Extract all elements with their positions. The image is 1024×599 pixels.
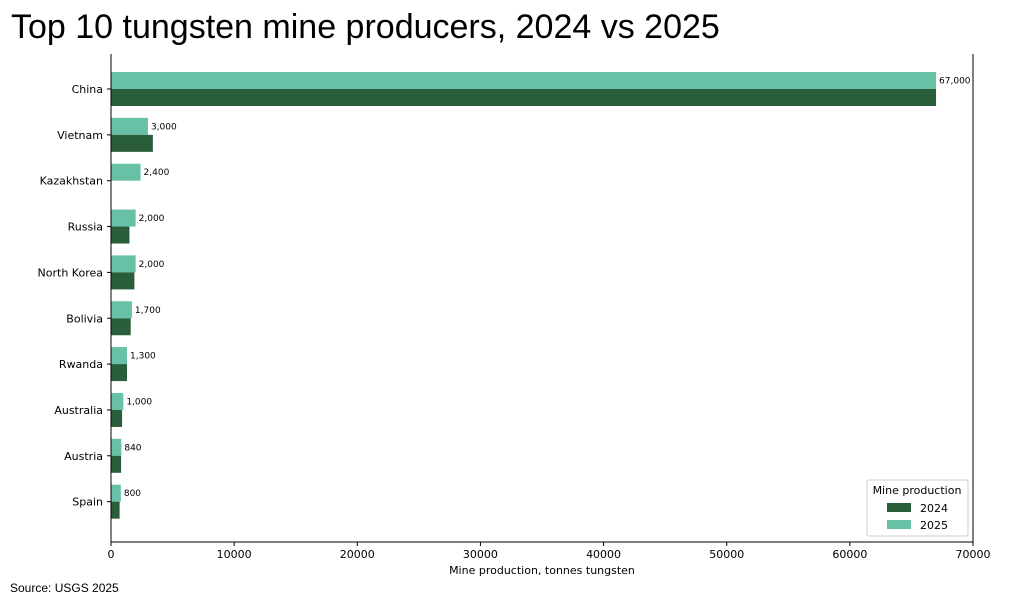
y-tick-label-china: China — [72, 83, 103, 96]
chart-title: Top 10 tungsten mine producers, 2024 vs … — [11, 8, 720, 46]
y-tick-label-rwanda: Rwanda — [59, 358, 103, 371]
y-tick-label-russia: Russia — [68, 221, 103, 234]
bar-2025-china — [111, 72, 937, 89]
y-tick-label-austria: Austria — [64, 450, 103, 463]
bar-2025-kazakhstan — [111, 163, 141, 181]
legend-label-2024: 2024 — [920, 502, 948, 515]
bar-2024-north-korea — [111, 272, 135, 290]
x-tick-label: 10000 — [217, 548, 252, 561]
bar-2024-vietnam — [111, 134, 153, 152]
bar-2024-spain — [111, 501, 120, 519]
data-label-2025-vietnam: 3,000 — [151, 122, 177, 132]
x-tick-label: 70000 — [956, 548, 991, 561]
y-tick-label-kazakhstan: Kazakhstan — [40, 175, 103, 188]
bar-2025-north-korea — [111, 255, 136, 273]
bar-2024-australia — [111, 409, 123, 427]
bar-2025-russia — [111, 209, 136, 227]
x-tick-label: 40000 — [586, 548, 621, 561]
legend-title: Mine production — [873, 484, 962, 497]
bar-2025-bolivia — [111, 301, 132, 319]
x-tick-label: 30000 — [463, 548, 498, 561]
bar-2025-australia — [111, 392, 124, 410]
x-tick-label: 20000 — [340, 548, 375, 561]
x-tick-label: 0 — [108, 548, 115, 561]
x-tick-label: 50000 — [709, 548, 744, 561]
bar-2025-spain — [111, 484, 121, 502]
legend-swatch-2024 — [887, 503, 911, 512]
bar-2024-china — [111, 89, 937, 106]
source-note: Source: USGS 2025 — [10, 581, 119, 595]
data-label-2025-spain: 800 — [124, 489, 141, 499]
bar-2024-austria — [111, 455, 122, 473]
legend-swatch-2025 — [887, 520, 911, 529]
bar-2024-russia — [111, 226, 130, 244]
legend-label-2025: 2025 — [920, 519, 948, 532]
bar-2025-rwanda — [111, 347, 128, 365]
data-label-2025-north-korea: 2,000 — [139, 260, 165, 270]
data-label-2025-austria: 840 — [124, 443, 141, 453]
y-tick-label-north-korea: North Korea — [38, 266, 103, 279]
y-tick-label-spain: Spain — [72, 496, 103, 509]
legend: Mine production 2024 2025 — [866, 479, 969, 537]
data-label-2025-china: 67,000 — [939, 77, 971, 87]
data-label-2025-bolivia: 1,700 — [135, 306, 161, 316]
data-label-2025-australia: 1,000 — [126, 397, 152, 407]
x-tick-label: 60000 — [832, 548, 867, 561]
y-tick-label-vietnam: Vietnam — [57, 129, 103, 142]
data-label-2025-kazakhstan: 2,400 — [144, 168, 170, 178]
bar-2024-bolivia — [111, 318, 131, 336]
y-tick-label-bolivia: Bolivia — [66, 312, 103, 325]
bar-2025-austria — [111, 438, 122, 456]
bar-2024-rwanda — [111, 364, 128, 382]
x-axis-label: Mine production, tonnes tungsten — [449, 564, 635, 577]
data-label-2025-russia: 2,000 — [139, 214, 165, 224]
bar-2025-vietnam — [111, 117, 148, 135]
data-label-2025-rwanda: 1,300 — [130, 352, 156, 362]
y-tick-label-australia: Australia — [54, 404, 103, 417]
